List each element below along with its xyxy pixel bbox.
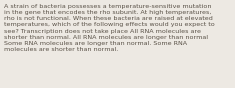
- Text: A strain of bacteria possesses a temperature-sensitive mutation
in the gene that: A strain of bacteria possesses a tempera…: [4, 4, 215, 52]
